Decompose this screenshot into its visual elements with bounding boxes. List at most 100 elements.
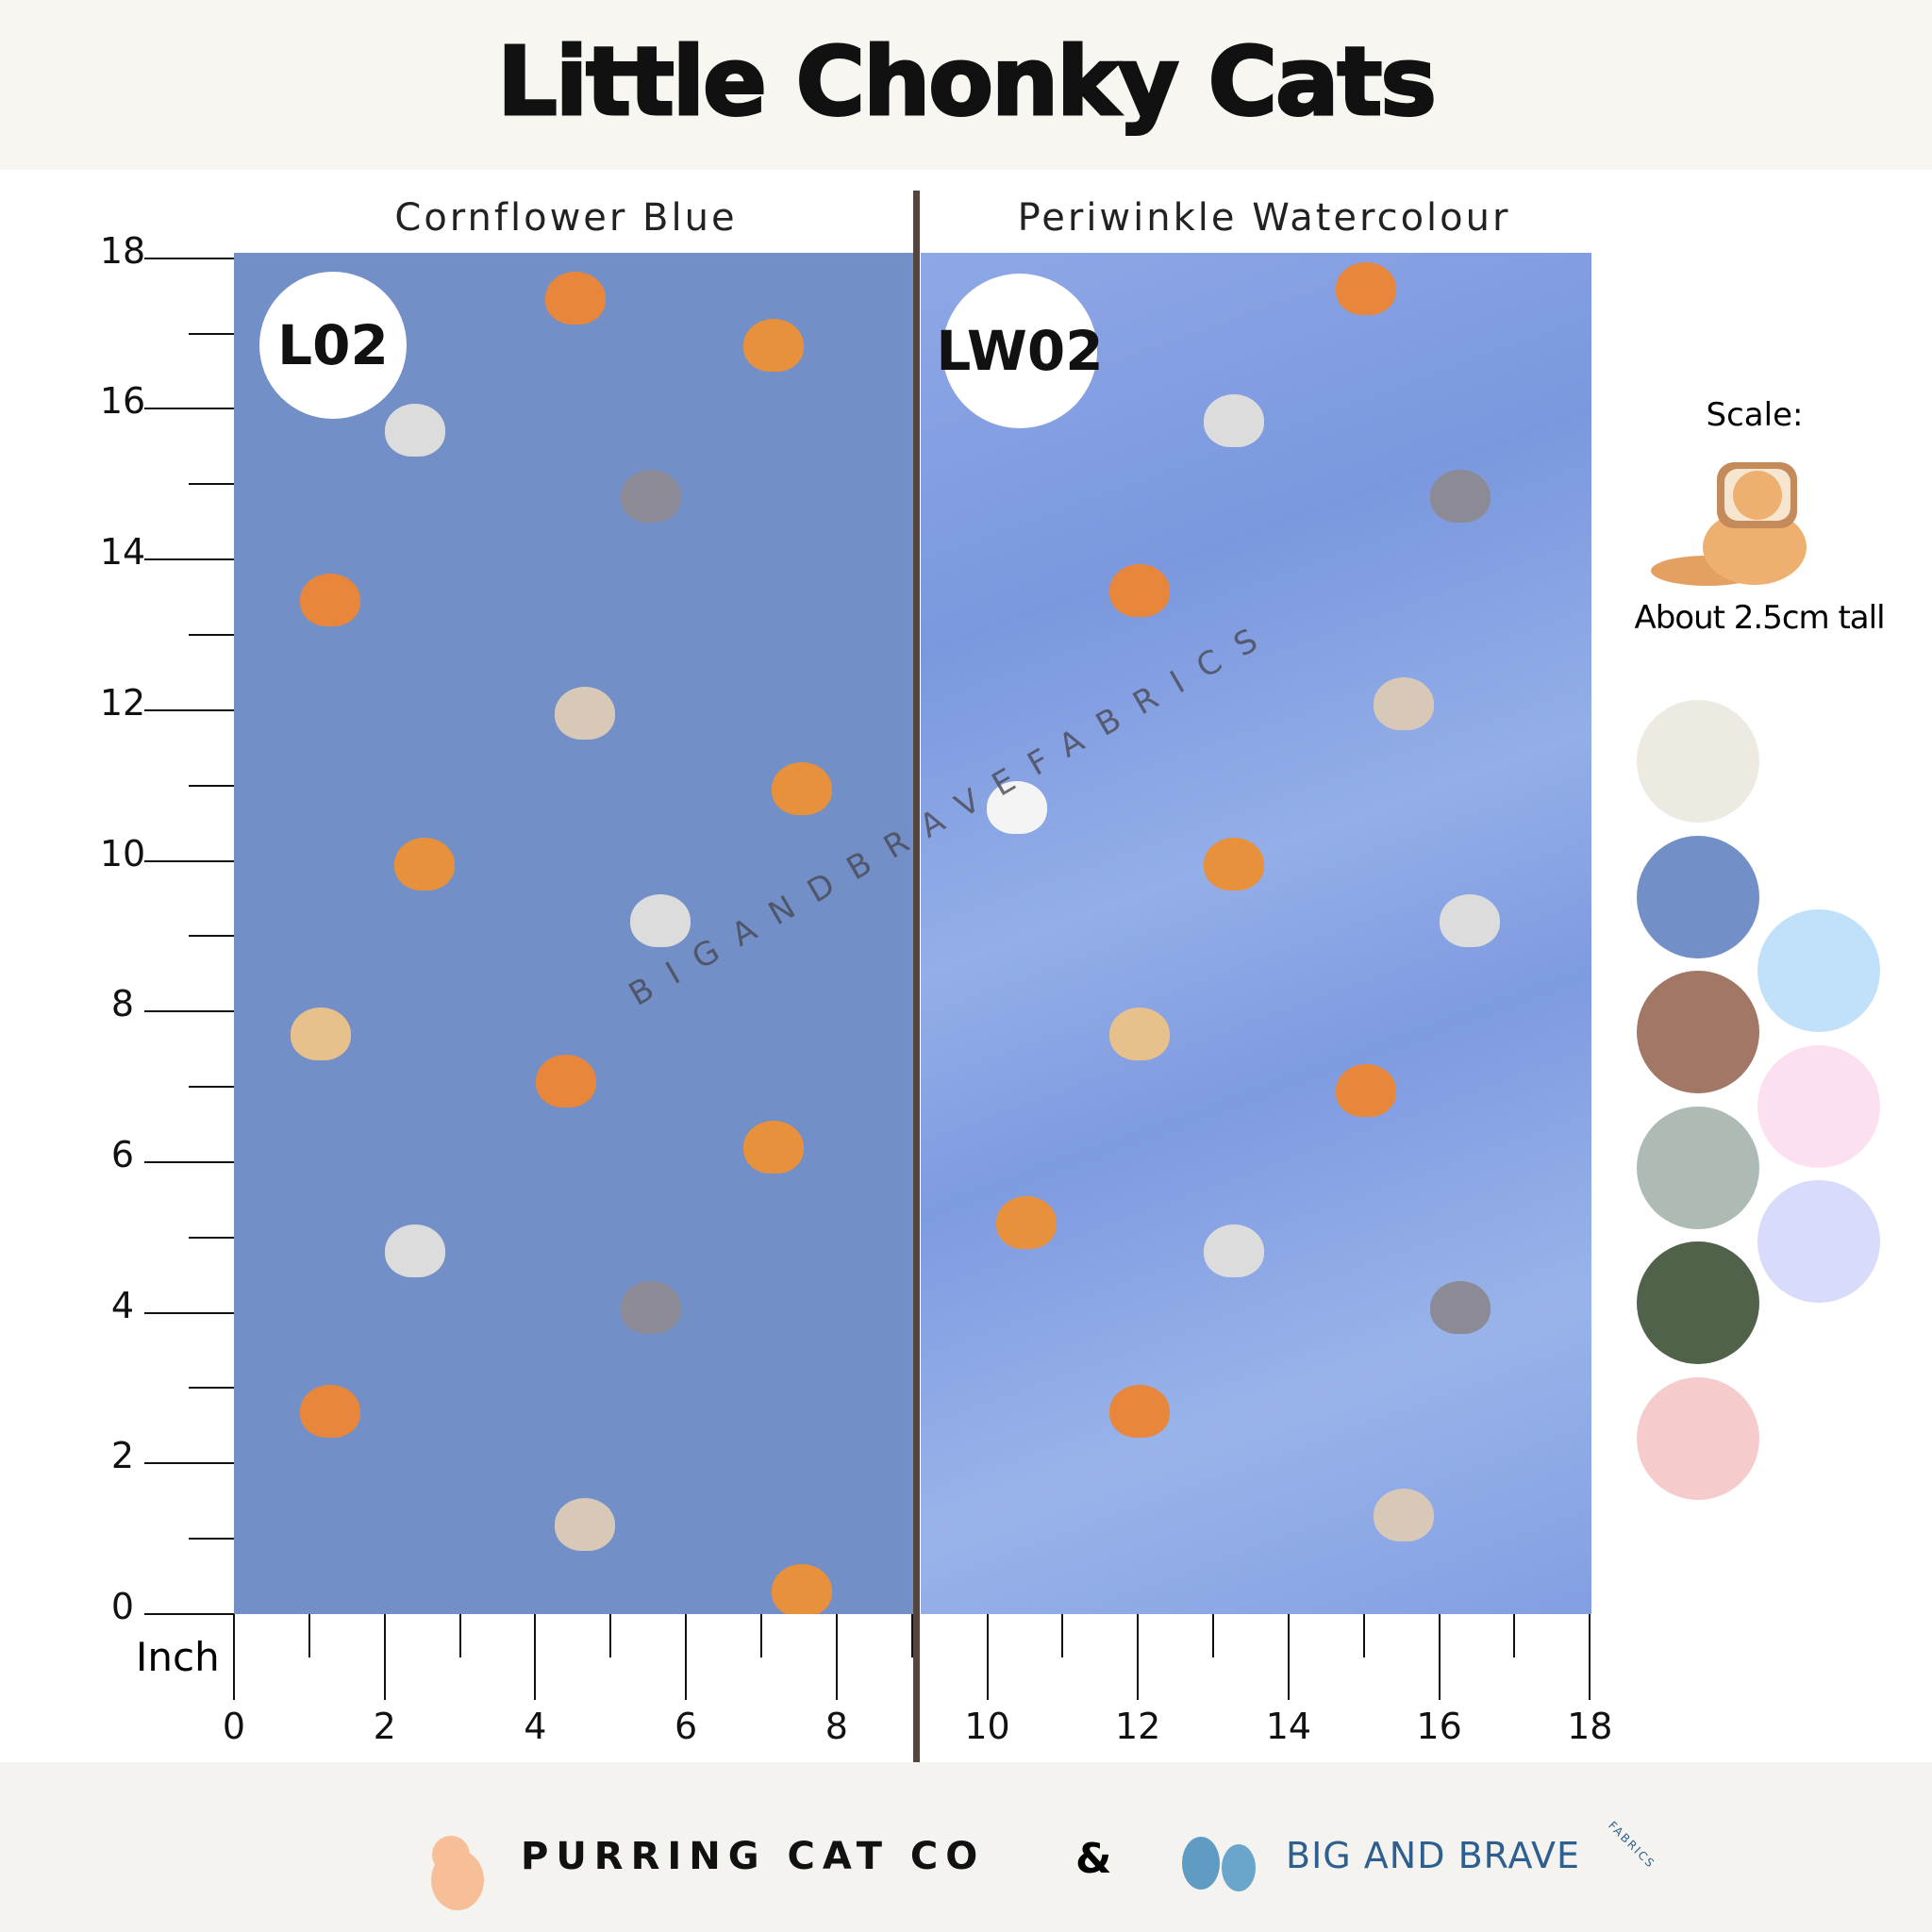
brand-purring-cat-co: PURRING CAT CO xyxy=(521,1835,986,1878)
x-axis-tick xyxy=(609,1614,612,1657)
y-axis-tick xyxy=(144,257,234,259)
palette-swatch xyxy=(1757,909,1880,1032)
fabric-swatch-periwinkle: LW02 xyxy=(921,253,1591,1614)
x-axis-tick xyxy=(1212,1614,1215,1657)
cat-motif xyxy=(1430,1281,1491,1334)
cat-motif xyxy=(996,1196,1057,1249)
x-axis-label: 10 xyxy=(964,1706,1010,1747)
big-and-brave-birds-logo-icon xyxy=(1182,1837,1256,1891)
y-axis-tick xyxy=(144,1311,234,1314)
palette-swatch xyxy=(1637,835,1759,958)
x-axis-label: 6 xyxy=(675,1706,698,1747)
cat-motif xyxy=(743,319,804,372)
x-axis-tick xyxy=(1061,1614,1064,1657)
cat-motif xyxy=(1336,262,1396,315)
cat-motif xyxy=(772,1564,832,1614)
y-axis-tick xyxy=(189,1538,234,1541)
y-axis-label: 4 xyxy=(110,1284,135,1326)
page-title: Little Chonky Cats xyxy=(496,25,1439,139)
scale-note: About 2.5cm tall xyxy=(1634,599,1885,637)
cat-motif xyxy=(1109,564,1170,617)
x-axis-tick xyxy=(458,1614,461,1657)
x-axis-tick xyxy=(233,1614,235,1700)
code-badge-lw02: LW02 xyxy=(936,274,1104,428)
right-panel-title: Periwinkle Watercolour xyxy=(1017,196,1511,240)
y-axis-label: 12 xyxy=(99,681,146,724)
fabric-swatch-cornflower: L02 xyxy=(234,253,914,1614)
cat-motif xyxy=(385,1224,445,1277)
y-axis-tick xyxy=(189,633,234,636)
x-axis-tick xyxy=(1362,1614,1365,1657)
x-axis-tick xyxy=(308,1614,310,1657)
x-axis-label: 12 xyxy=(1115,1706,1161,1747)
x-axis-tick xyxy=(534,1614,537,1700)
x-axis-tick xyxy=(383,1614,386,1700)
cat-motif xyxy=(385,404,445,457)
ampersand: & xyxy=(1075,1835,1112,1883)
x-axis-label: 2 xyxy=(373,1706,396,1747)
header-banner: Little Chonky Cats xyxy=(0,0,1932,170)
cat-motif xyxy=(1204,838,1264,891)
x-axis-tick xyxy=(759,1614,762,1657)
y-axis-tick xyxy=(189,1387,234,1390)
palette-swatch xyxy=(1637,1241,1759,1364)
y-axis-tick xyxy=(144,558,234,561)
cat-motif xyxy=(300,1385,360,1438)
palette-swatch xyxy=(1757,1180,1880,1303)
y-axis-label: 2 xyxy=(110,1435,135,1477)
y-axis-tick xyxy=(189,1086,234,1089)
cat-motif xyxy=(1204,394,1264,447)
brand-big-and-brave: BIG AND BRAVE xyxy=(1286,1835,1581,1876)
cat-motif xyxy=(621,470,681,523)
x-axis-tick xyxy=(1513,1614,1516,1657)
x-axis-label: 0 xyxy=(222,1706,246,1747)
y-axis-tick xyxy=(144,859,234,862)
x-axis-tick xyxy=(1438,1614,1441,1700)
cat-motif xyxy=(743,1121,804,1174)
y-axis-tick xyxy=(189,483,234,486)
y-axis-label: 8 xyxy=(110,983,135,1025)
y-axis-label: 18 xyxy=(99,229,146,272)
x-axis-label: 16 xyxy=(1416,1706,1462,1747)
y-axis-tick xyxy=(144,1010,234,1013)
x-axis-baseline xyxy=(144,1613,234,1615)
x-axis-label: 8 xyxy=(824,1706,848,1747)
cat-motif xyxy=(300,574,360,626)
cat-motif xyxy=(1374,1489,1434,1541)
cat-motif xyxy=(555,687,615,740)
palette-swatch xyxy=(1637,971,1759,1093)
x-axis-tick xyxy=(1137,1614,1140,1700)
x-axis-tick xyxy=(910,1614,913,1657)
x-axis-tick xyxy=(986,1614,989,1700)
code-badge-l02: L02 xyxy=(259,272,407,419)
x-axis-label: 4 xyxy=(524,1706,547,1747)
palette-swatch xyxy=(1637,1376,1759,1500)
cat-motif xyxy=(621,1281,681,1334)
x-axis-tick xyxy=(685,1614,688,1700)
y-axis-tick xyxy=(189,935,234,938)
cat-motif xyxy=(772,762,832,815)
y-axis-label: 0 xyxy=(110,1586,135,1627)
cat-motif xyxy=(630,894,691,947)
cat-motif xyxy=(291,1008,351,1060)
y-axis-tick xyxy=(189,1236,234,1239)
y-axis-tick xyxy=(144,408,234,410)
x-axis-label: 18 xyxy=(1567,1706,1613,1747)
y-axis-tick xyxy=(189,784,234,787)
y-axis-label: 14 xyxy=(99,531,146,574)
left-panel-title: Cornflower Blue xyxy=(394,196,738,240)
y-axis-tick xyxy=(144,1160,234,1163)
footer-banner xyxy=(0,1762,1932,1932)
palette-swatch xyxy=(1757,1044,1880,1168)
x-axis-tick xyxy=(1287,1614,1290,1700)
cat-motif xyxy=(545,272,606,325)
cat-motif xyxy=(1109,1008,1170,1060)
ruler-unit-label: Inch xyxy=(136,1634,220,1680)
cat-motif xyxy=(1204,1224,1264,1277)
cat-motif xyxy=(555,1498,615,1551)
purring-cat-logo-icon xyxy=(431,1836,484,1910)
x-axis-tick xyxy=(835,1614,838,1700)
x-axis-label: 14 xyxy=(1265,1706,1312,1747)
cat-motif xyxy=(1440,894,1500,947)
cat-motif xyxy=(1336,1064,1396,1117)
